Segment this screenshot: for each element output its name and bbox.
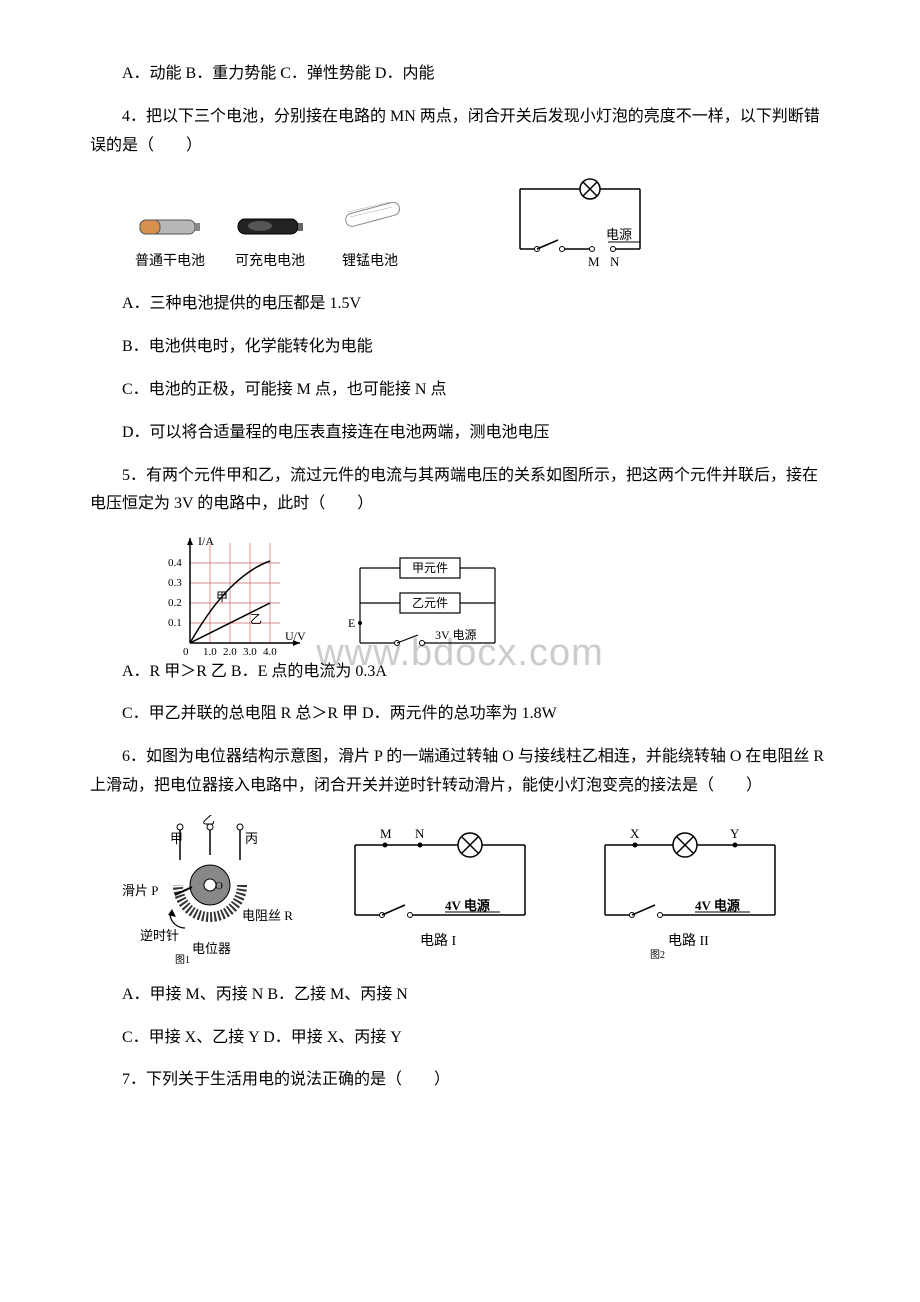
q6-bing: 丙 (245, 831, 258, 846)
q4-battery-2-label: 可充电电池 (235, 249, 305, 274)
q6-c2-caption: 电路 II (668, 933, 709, 949)
q4-battery-1-label: 普通干电池 (135, 249, 205, 274)
q6-optAB: A．甲接 M、丙接 N B．乙接 M、丙接 N (90, 981, 830, 1010)
q6-c1-m: M (380, 826, 392, 841)
q6-ccw: 逆时针 (140, 928, 179, 943)
q5-xtick-1: 1.0 (203, 646, 217, 658)
q5-stem: 5．有两个元件甲和乙，流过元件的电流与其两端电压的关系如图所示，把这两个元件并联… (90, 462, 830, 520)
q5-iv-graph: I/A U/V 0.1 0.2 0.3 0.4 0 1.0 2.0 3.0 4.… (150, 533, 320, 663)
q4-stem: 4．把以下三个电池，分别接在电路的 MN 两点，闭合开关后发现小灯泡的亮度不一样… (90, 103, 830, 161)
q6-wire: 电阻丝 R (242, 908, 293, 923)
q5-xtick-3: 3.0 (243, 646, 257, 658)
q6-fig1: 图1 (175, 954, 190, 965)
q6-stem: 6．如图为电位器结构示意图，滑片 P 的一端通过转轴 O 与接线柱乙相连，并能绕… (90, 743, 830, 801)
q6-axis-o: O (215, 880, 223, 892)
q4-optB: B．电池供电时，化学能转化为电能 (90, 333, 830, 362)
q6-potentiometer-diagram: O 甲 乙 丙 滑片 P 逆时针 电阻丝 R 电位器 图1 (120, 815, 300, 965)
q3-options: A．动能 B．重力势能 C．弹性势能 D．内能 (90, 60, 830, 89)
battery-plain-icon (130, 202, 210, 247)
q6-c1-caption: 电路 I (420, 933, 456, 949)
q6-c2-x: X (630, 826, 640, 841)
q4-battery-group: 普通干电池 可充电电池 锂锰电池 (130, 202, 410, 274)
q6-c2-source: 4V 电源 (695, 898, 740, 913)
q5-yaxis-label: I/A (198, 534, 214, 548)
q5-circuit-diagram: 甲元件 乙元件 E 3V 电源 (340, 543, 520, 663)
q5-source-label: 3V 电源 (435, 628, 476, 642)
q5-xaxis-label: U/V (285, 629, 306, 643)
q6-c1-n: N (415, 826, 425, 841)
q5-optCD: C．甲乙并联的总电阻 R 总＞R 甲 D．两元件的总功率为 1.8W (90, 700, 830, 729)
q5-xtick-4: 4.0 (263, 646, 277, 658)
q6-circuit2-diagram: X Y 4V 电源 电路 II 图2 (580, 820, 800, 960)
q5-yi-box: 乙元件 (412, 596, 448, 610)
q5-ytick-3: 0.3 (168, 577, 182, 589)
q6-slider: 滑片 P (122, 883, 158, 898)
q4-battery-2: 可充电电池 (230, 202, 310, 274)
q6-c2-y: Y (730, 826, 740, 841)
q7-stem: 7．下列关于生活用电的说法正确的是（ ） (90, 1066, 830, 1095)
q6-circuit1-diagram: M N 4V 电源 电路 I (330, 820, 550, 960)
battery-recharge-icon (230, 202, 310, 247)
q6-optCD: C．甲接 X、乙接 Y D．甲接 X、丙接 Y (90, 1024, 830, 1053)
q4-battery-3-label: 锂锰电池 (342, 249, 398, 274)
q5-curve-yi: 乙 (250, 612, 262, 626)
q5-origin: 0 (183, 646, 189, 658)
q4-circuit: 电源 M N (500, 174, 660, 274)
q5-ytick-4: 0.4 (168, 557, 182, 569)
q6-figures: O 甲 乙 丙 滑片 P 逆时针 电阻丝 R 电位器 图1 M N 4V 电源 (90, 815, 830, 965)
q4-n-label: N (610, 254, 620, 269)
q5-ytick-2: 0.2 (168, 597, 182, 609)
q5-figures: I/A U/V 0.1 0.2 0.3 0.4 0 1.0 2.0 3.0 4.… (150, 533, 830, 663)
q5-ytick-1: 0.1 (168, 617, 182, 629)
battery-lithium-icon (330, 202, 410, 247)
q5-e-point: E (348, 616, 355, 630)
q4-circuit-diagram: 电源 M N (500, 174, 660, 274)
q4-optD: D．可以将合适量程的电压表直接连在电池两端，测电池电压 (90, 419, 830, 448)
q6-yi: 乙 (202, 815, 215, 827)
q5-jia-box: 甲元件 (412, 561, 448, 575)
q6-jia: 甲 (170, 831, 183, 846)
q4-optA: A．三种电池提供的电压都是 1.5V (90, 290, 830, 319)
q5-curve-jia: 甲 (216, 590, 228, 604)
q4-battery-1: 普通干电池 (130, 202, 210, 274)
q4-source-label: 电源 (606, 227, 632, 242)
q4-optC: C．电池的正极，可能接 M 点，也可能接 N 点 (90, 376, 830, 405)
q6-caption: 电位器 (192, 941, 231, 956)
q5-xtick-2: 2.0 (223, 646, 237, 658)
q6-fig2: 图2 (650, 949, 665, 960)
q4-figures: 普通干电池 可充电电池 锂锰电池 (130, 174, 830, 274)
q6-c1-source: 4V 电源 (445, 898, 490, 913)
q4-m-label: M (588, 254, 600, 269)
q4-battery-3: 锂锰电池 (330, 202, 410, 274)
